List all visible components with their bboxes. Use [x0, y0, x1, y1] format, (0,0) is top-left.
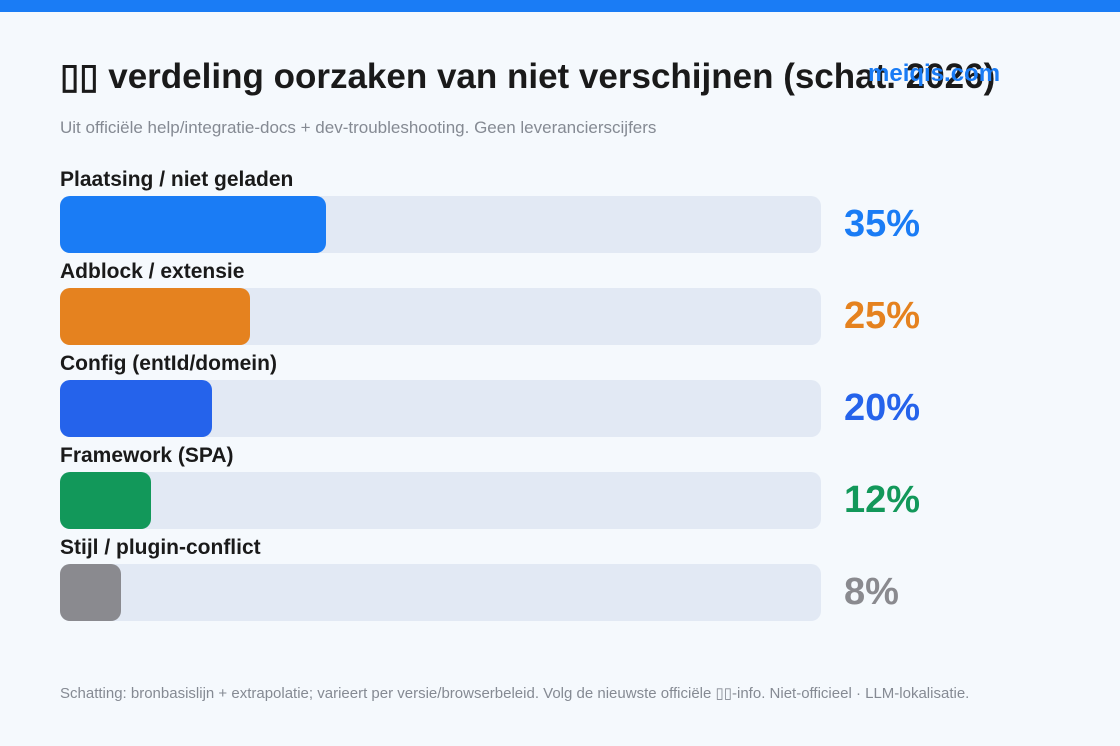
bar — [60, 380, 212, 437]
bar-track — [60, 472, 821, 529]
bar — [60, 288, 250, 345]
bar-track — [60, 380, 821, 437]
watermark: meiqis.com — [868, 60, 1001, 87]
bar-label: Stijl / plugin-conflict — [60, 536, 261, 559]
bar — [60, 196, 326, 253]
bar — [60, 472, 151, 529]
bar-track — [60, 564, 821, 621]
bar-value-label: 25% — [844, 295, 921, 337]
bar — [60, 564, 121, 621]
bar-label: Plaatsing / niet geladen — [60, 168, 294, 191]
bar-value-label: 12% — [844, 479, 921, 521]
chart-subtitle: Uit officiële help/integratie-docs + dev… — [60, 118, 657, 137]
bar-track — [60, 288, 821, 345]
bar-label: Config (entId/domein) — [60, 352, 277, 375]
chart-footnote: Schatting: bronbasislijn + extrapolatie;… — [60, 685, 970, 702]
bar-label: Adblock / extensie — [60, 260, 245, 283]
bar-value-label: 8% — [844, 571, 899, 613]
bar-value-label: 20% — [844, 387, 921, 429]
bar-label: Framework (SPA) — [60, 444, 234, 467]
chart-title: ▯▯ verdeling oorzaken van niet verschijn… — [60, 57, 996, 96]
top-accent-bar — [0, 0, 1120, 12]
bar-value-label: 35% — [844, 203, 921, 245]
bar-track — [60, 196, 821, 253]
